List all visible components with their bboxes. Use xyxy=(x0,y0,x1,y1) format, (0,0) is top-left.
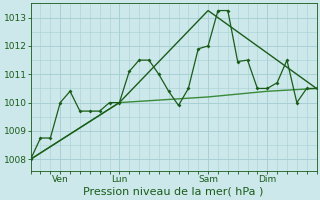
X-axis label: Pression niveau de la mer( hPa ): Pression niveau de la mer( hPa ) xyxy=(84,187,264,197)
